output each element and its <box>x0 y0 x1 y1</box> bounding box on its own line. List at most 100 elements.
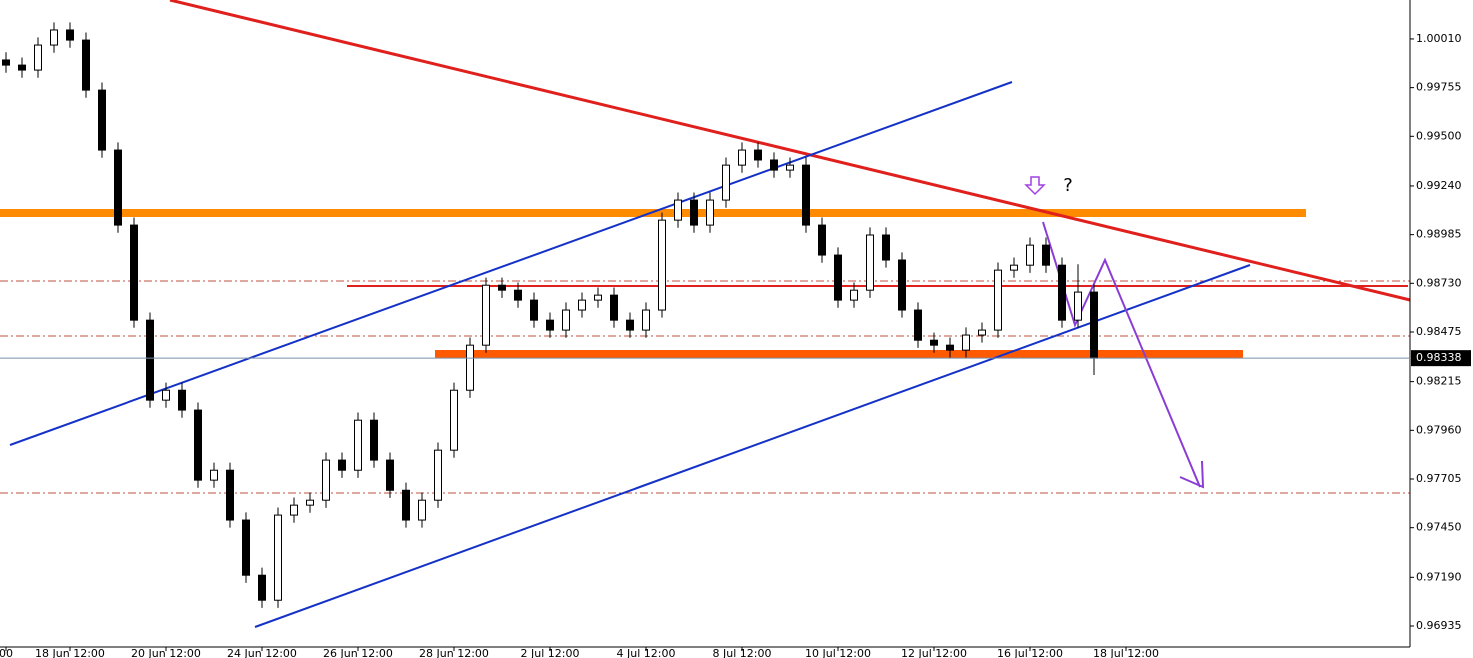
candle-body <box>466 344 474 391</box>
candle-body <box>210 469 218 481</box>
candle-body <box>610 294 618 321</box>
candle-body <box>722 164 730 201</box>
y-tick-label: 0.97705 <box>1416 472 1462 485</box>
candle-body <box>626 319 634 331</box>
candle-body <box>162 389 170 401</box>
channel-line <box>254 264 1251 628</box>
candle-body <box>578 299 586 311</box>
candle-body <box>258 574 266 601</box>
candle-body <box>690 199 698 226</box>
candle-body <box>290 504 298 516</box>
x-tick-label: 20 Jun 12:00 <box>131 647 201 658</box>
x-tick-label: 10 Jul 12:00 <box>805 647 871 658</box>
channel-line <box>9 81 1013 446</box>
candle-body <box>898 259 906 311</box>
candle-body <box>1090 291 1098 359</box>
x-tick-label: 26 Jun 12:00 <box>323 647 393 658</box>
candle-body <box>50 29 58 46</box>
candle-body <box>482 284 490 346</box>
candle-body <box>338 459 346 471</box>
y-tick-label: 0.98730 <box>1416 276 1462 289</box>
candle-body <box>1074 291 1082 321</box>
y-tick-label: 0.99240 <box>1416 179 1462 192</box>
candle-body <box>450 389 458 451</box>
x-tick-label: 24 Jun 12:00 <box>227 647 297 658</box>
candle-body <box>850 289 858 301</box>
candle-body <box>962 334 970 351</box>
candle-body <box>1010 264 1018 271</box>
candle-body <box>98 89 106 151</box>
y-tick-label: 0.99500 <box>1416 129 1462 142</box>
candle-body <box>1058 264 1066 321</box>
candle-body <box>914 309 922 341</box>
candle-body <box>994 269 1002 331</box>
candle-body <box>802 164 810 226</box>
candle-body <box>274 514 282 601</box>
candle-body <box>386 459 394 491</box>
candle-body <box>930 339 938 346</box>
x-tick-label: 16 Jul 12:00 <box>997 647 1063 658</box>
candle-body <box>834 254 842 301</box>
drawings: ? <box>0 0 1411 628</box>
candle-body <box>1026 244 1034 266</box>
candle-body <box>34 44 42 71</box>
candle-body <box>546 319 554 331</box>
x-tick-label: 2 Jul 12:00 <box>521 647 580 658</box>
candle-body <box>82 39 90 91</box>
candle-body <box>770 159 778 171</box>
candle-body <box>514 289 522 301</box>
x-tick-label: 4 Jul 12:00 <box>617 647 676 658</box>
candle-body <box>754 149 762 161</box>
y-tick-label: 0.98215 <box>1416 375 1462 388</box>
annotation: ? <box>1063 175 1073 196</box>
candle-body <box>226 469 234 521</box>
trend-line <box>169 0 1411 302</box>
x-tick-label: 18 Jul 12:00 <box>1093 647 1159 658</box>
candle-body <box>530 299 538 321</box>
candle-body <box>402 489 410 521</box>
y-tick-label: 0.97960 <box>1416 423 1462 436</box>
y-tick-label: 0.97450 <box>1416 521 1462 534</box>
candle-body <box>786 164 794 171</box>
candle-body <box>194 409 202 481</box>
down-arrow-icon <box>1024 176 1046 196</box>
candle-body <box>434 449 442 501</box>
candle-body <box>306 499 314 506</box>
arrow-head <box>1179 460 1205 489</box>
candle-body <box>498 284 506 291</box>
candle-body <box>2 59 10 66</box>
x-tick-label: 00 <box>0 647 13 658</box>
candle-body <box>18 64 26 71</box>
y-tick-label: 0.98985 <box>1416 228 1462 241</box>
candle-body <box>562 309 570 331</box>
candle-body <box>242 519 250 576</box>
y-tick-label: 0.97190 <box>1416 570 1462 583</box>
candle-body <box>146 319 154 401</box>
candle-body <box>642 309 650 331</box>
candle-body <box>322 459 330 501</box>
candle-body <box>882 234 890 261</box>
candle-body <box>946 344 954 351</box>
current-price-label: 0.98338 <box>1416 351 1462 364</box>
x-tick-label: 28 Jun 12:00 <box>419 647 489 658</box>
candle-body <box>866 234 874 291</box>
candle-body <box>738 149 746 166</box>
candle-body <box>178 389 186 411</box>
x-tick-label: 8 Jul 12:00 <box>713 647 772 658</box>
candle-body <box>594 294 602 301</box>
candle-body <box>418 499 426 521</box>
candle-body <box>978 329 986 336</box>
candle-body <box>354 419 362 471</box>
x-tick-label: 12 Jul 12:00 <box>901 647 967 658</box>
candles <box>2 22 1098 608</box>
candle-body <box>130 224 138 321</box>
candle-body <box>674 199 682 221</box>
candle-body <box>114 149 122 226</box>
x-tick-label: 18 Jun 12:00 <box>35 647 105 658</box>
y-tick-label: 0.99755 <box>1416 81 1462 94</box>
candle-body <box>818 224 826 256</box>
y-tick-label: 1.00010 <box>1416 32 1462 45</box>
candle-body <box>658 219 666 311</box>
